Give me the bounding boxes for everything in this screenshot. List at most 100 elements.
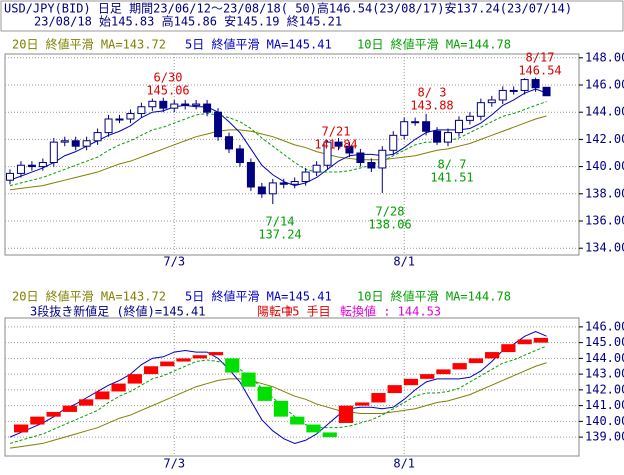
- brick: [257, 386, 272, 401]
- candle-body: [6, 172, 14, 181]
- candle-body: [400, 121, 409, 136]
- brick: [46, 411, 61, 417]
- candle-body: [93, 132, 102, 142]
- brick: [533, 337, 548, 343]
- brick: [78, 399, 94, 406]
- brick: [95, 391, 110, 400]
- candle-body: [290, 181, 299, 185]
- status-text: 15 手目: [285, 305, 331, 319]
- brick: [208, 352, 224, 356]
- y-tick-label: 140.00: [585, 414, 624, 428]
- candle-body: [225, 136, 233, 150]
- brick: [62, 405, 77, 412]
- y-tick-label: 140.00: [585, 159, 624, 173]
- annotation: 7/21: [322, 125, 351, 139]
- candle-body: [323, 141, 332, 166]
- candle-body: [454, 119, 463, 134]
- status-text: 3段抜き新値足 (終値)=145.41: [30, 304, 205, 319]
- candle-body: [345, 145, 354, 154]
- y-tick-label: 138.00: [585, 186, 624, 200]
- candle-body: [433, 130, 442, 143]
- legend-entry: 10日 終値平滑 MA=144.78: [357, 289, 511, 304]
- candle-body: [170, 103, 179, 109]
- annotation: 143.88: [410, 99, 453, 113]
- legend-entry: 10日 終値平滑 MA=144.78: [357, 37, 511, 52]
- candle-body: [422, 121, 431, 132]
- y-tick-label: 134.00: [585, 241, 624, 255]
- candle-body: [246, 162, 255, 188]
- annotation: 7/14: [266, 215, 295, 229]
- brick: [338, 405, 354, 423]
- candle-body: [181, 103, 190, 106]
- brick: [192, 355, 207, 359]
- annotation: 137.24: [258, 228, 301, 242]
- y-tick-label: 146.00: [585, 319, 624, 333]
- legend-entry: 5日 終値平滑 MA=145.41: [185, 289, 332, 304]
- header-line2: 23/08/18 始145.83 高145.86 安145.19 終145.21: [34, 14, 342, 29]
- annotation: 8/ 3: [418, 86, 447, 100]
- candle-body: [38, 162, 47, 168]
- ma-line: [9, 115, 547, 191]
- brick: [241, 372, 256, 387]
- y-tick-label: 145.00: [585, 335, 624, 349]
- header-box: [0, 0, 624, 32]
- brick: [371, 393, 386, 403]
- candle-body: [531, 79, 540, 89]
- candle-body: [257, 186, 266, 195]
- status-text: 転換値 : 144.53: [340, 304, 441, 319]
- annotation: 138.06: [368, 218, 411, 232]
- annotation: 8/17: [526, 51, 555, 65]
- annotation: 141.84: [314, 138, 357, 152]
- ma-line: [9, 331, 547, 444]
- candle-body: [235, 148, 244, 164]
- candle-body: [203, 103, 212, 113]
- legend-entry: 5日 終値平滑 MA=145.41: [185, 37, 332, 52]
- candle-body: [367, 162, 376, 169]
- brick: [14, 424, 29, 433]
- y-tick-label: 139.00: [585, 430, 624, 444]
- y-tick-label: 141.00: [585, 398, 624, 412]
- brick: [143, 366, 159, 375]
- x-tick-label: 7/3: [163, 255, 185, 269]
- brick: [468, 358, 484, 364]
- annotation: 6/30: [154, 71, 183, 85]
- brick: [517, 339, 532, 345]
- candle-body: [378, 149, 387, 169]
- candle-body: [268, 182, 277, 195]
- y-tick-label: 142.00: [585, 382, 624, 396]
- candle-body: [279, 182, 288, 185]
- candle-body: [148, 100, 157, 108]
- candle-body: [465, 115, 474, 121]
- candle-body: [509, 89, 518, 92]
- candle-body: [476, 102, 485, 117]
- candle-body: [356, 152, 365, 164]
- brick: [160, 361, 175, 367]
- brick: [30, 416, 45, 425]
- candle-body: [411, 121, 420, 124]
- top-plot-frame: [4, 53, 580, 256]
- brick: [176, 358, 191, 362]
- y-tick-label: 148.00: [585, 50, 624, 64]
- annotation: 145.06: [146, 84, 189, 98]
- candle-body: [104, 118, 113, 134]
- y-tick-label: 144.00: [585, 105, 624, 119]
- candle-body: [126, 113, 135, 120]
- candle-body: [27, 164, 36, 168]
- bottom-plot-frame: [4, 317, 580, 457]
- candle-body: [71, 140, 80, 147]
- brick: [273, 400, 289, 417]
- annotation: 8/ 7: [438, 158, 467, 172]
- ma-line: [9, 101, 547, 187]
- brick: [322, 432, 337, 438]
- brick: [306, 424, 321, 433]
- y-tick-label: 136.00: [585, 214, 624, 228]
- brick: [225, 358, 240, 373]
- brick: [420, 374, 435, 379]
- brick: [485, 352, 500, 359]
- ma-line: [9, 362, 547, 449]
- candle-body: [16, 164, 25, 174]
- y-tick-label: 146.00: [585, 78, 624, 92]
- x-tick-label: 8/1: [393, 255, 415, 269]
